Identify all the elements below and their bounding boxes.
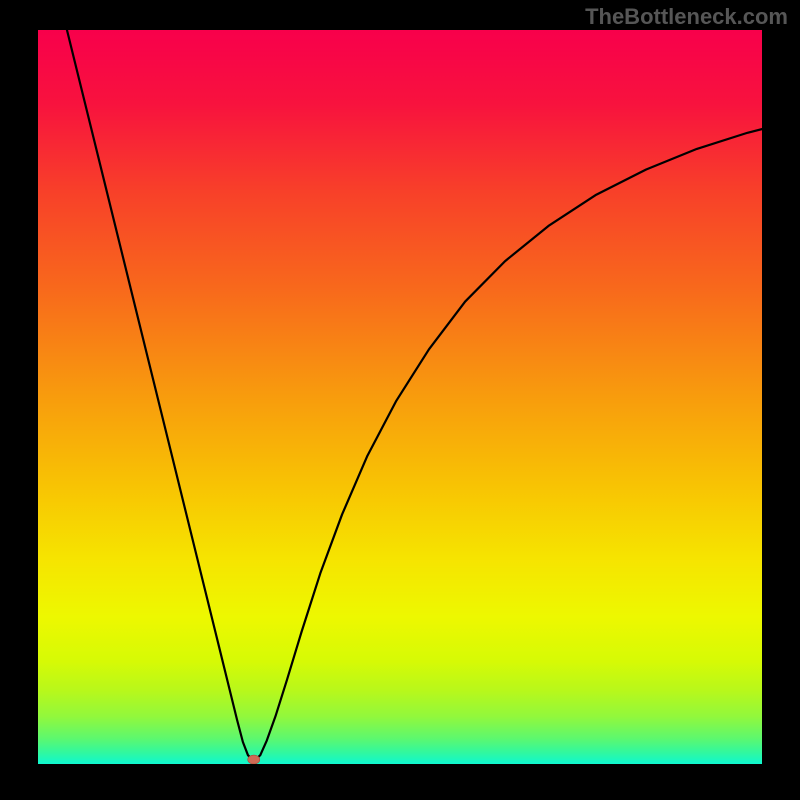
minimum-marker [248, 755, 260, 764]
canvas-wrapper: TheBottleneck.com [0, 0, 800, 800]
watermark-text: TheBottleneck.com [585, 4, 788, 30]
bottleneck-chart [38, 30, 762, 764]
